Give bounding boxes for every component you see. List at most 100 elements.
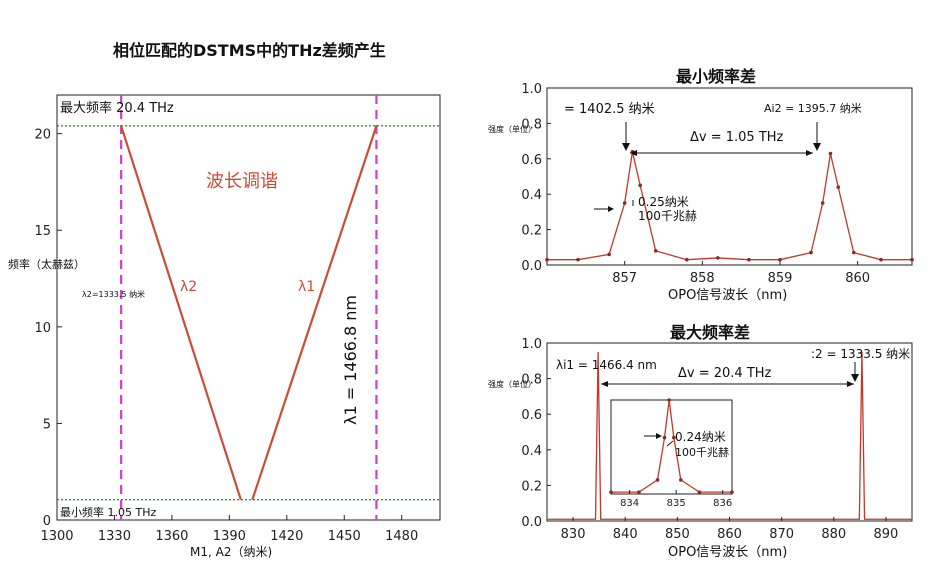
left-chart-title-line1: 相位匹配的DSTMS中的THz差频产生 xyxy=(113,41,386,60)
left-ytick-label: 10 xyxy=(34,321,51,336)
top-ytick-label: 0.6 xyxy=(521,153,542,168)
bottom-right-xlabel: OPO信号波长（nm) xyxy=(668,545,787,560)
inset-data-point xyxy=(662,435,667,440)
inset-data-point xyxy=(667,398,671,402)
lambda2-label: λ2 xyxy=(180,279,197,295)
tuning-label: 波长调谐 xyxy=(206,171,278,192)
bottom-ytick-label: 0.2 xyxy=(521,479,542,494)
bottom-right-chart: 最大频率差 830 840 850 860 870 880 890 0.0 0.2 0.4 0.6 0… xyxy=(488,323,913,560)
top-ytick-label: 0.4 xyxy=(521,188,542,203)
inset-data-point xyxy=(637,490,641,494)
bottom-left-peak-label: λi1 = 1466.4 nm xyxy=(556,358,657,372)
top-spectrum-line xyxy=(547,151,912,261)
top-right-chart: 最小频率差 857 858 859 860 0.0 0.2 0.4 0.6 0.8 1.0 强度（… xyxy=(488,67,914,303)
left-xtick-label: 1360 xyxy=(155,529,188,544)
min-freq-label: 最小频率 1.05 THz xyxy=(60,505,156,519)
bottom-ytick-label: 0.0 xyxy=(521,515,542,530)
left-chart: 相位匹配的DSTMS中的THz差频产生 1300 1330 1360 1390 1420… xyxy=(8,41,441,559)
top-delta-label: Δv = 1.05 THz xyxy=(690,130,784,145)
top-data-point xyxy=(576,257,580,262)
top-data-point xyxy=(622,201,627,205)
top-xtick-label: 859 xyxy=(768,271,793,286)
inset-data-point xyxy=(672,435,676,440)
top-data-point xyxy=(836,185,841,189)
bottom-xtick-label: 850 xyxy=(665,527,690,542)
inset-xtick-label: 835 xyxy=(667,498,686,509)
top-data-point xyxy=(638,183,642,188)
inset-xtick-label: 834 xyxy=(620,498,639,509)
top-data-point xyxy=(684,257,689,262)
top-ytick-label: 0.8 xyxy=(521,117,542,132)
bottom-width-nm-label: 0.24纳米 xyxy=(675,430,726,444)
left-ytick-label: 15 xyxy=(34,224,51,239)
top-right-ylabel: 强度（单位） xyxy=(488,124,536,134)
top-data-point xyxy=(778,257,782,262)
left-plot-frame xyxy=(56,94,441,521)
top-data-point xyxy=(828,151,833,156)
inset-data-point xyxy=(730,490,734,494)
left-ytick-label: 0 xyxy=(43,514,51,529)
left-xtick-label: 1480 xyxy=(385,529,418,544)
bottom-right-ylabel: 强度（单位） xyxy=(488,379,536,389)
top-data-point xyxy=(910,257,914,262)
bottom-width-mhz-label: 100千兆赫 xyxy=(675,446,729,459)
bottom-xtick-label: 890 xyxy=(874,527,899,542)
bottom-ytick-label: 0.8 xyxy=(521,373,542,388)
left-xtick-label: 1300 xyxy=(40,529,73,544)
top-right-title: 最小频率差 xyxy=(676,67,756,86)
inset-data-point xyxy=(679,478,683,482)
bottom-xtick-label: 860 xyxy=(717,527,742,542)
top-xtick-label: 860 xyxy=(845,271,870,286)
inset-data-point xyxy=(655,478,660,482)
left-xtick-label: 1390 xyxy=(213,529,246,544)
left-ytick-label: 5 xyxy=(43,417,51,432)
top-xtick-label: 857 xyxy=(612,271,637,286)
top-data-point xyxy=(851,250,856,255)
top-data-point xyxy=(809,250,813,255)
tuning-curve-lambda1 xyxy=(251,125,378,501)
lambda1-label: λ1 xyxy=(298,279,315,295)
top-width-nm-label: 0.25纳米 xyxy=(638,195,689,209)
top-data-point xyxy=(607,252,611,257)
top-xtick-label: 858 xyxy=(690,271,715,286)
bottom-xtick-label: 880 xyxy=(821,527,846,542)
top-data-point xyxy=(879,257,883,262)
top-data-point xyxy=(653,249,658,253)
bottom-right-peak-label: :2 = 1333.5 纳米 xyxy=(811,347,910,361)
bottom-xtick-label: 830 xyxy=(561,527,586,542)
left-ylabel: 频率（太赫兹） xyxy=(8,257,85,271)
bottom-ytick-label: 1.0 xyxy=(521,337,542,352)
tuning-curve-lambda2 xyxy=(120,125,242,501)
bottom-ytick-label: 0.4 xyxy=(521,444,542,459)
bottom-delta-label: Δv = 20.4 THz xyxy=(678,366,772,381)
small-note-label: λ2=1333.5 纳米 xyxy=(82,289,145,299)
left-ytick-label: 20 xyxy=(34,128,51,143)
inset-data-point xyxy=(609,490,613,494)
left-xtick-label: 1330 xyxy=(98,529,131,544)
top-data-point xyxy=(716,256,720,260)
bottom-right-title: 最大频率差 xyxy=(670,323,750,342)
bottom-xtick-label: 870 xyxy=(769,527,794,542)
bottom-xtick-label: 840 xyxy=(613,527,638,542)
top-annotation-arrows xyxy=(594,122,821,212)
lambda1-value-label: λ1 = 1466.8 nm xyxy=(341,295,360,425)
top-ytick-label: 1.0 xyxy=(521,82,542,97)
top-width-mhz-label: 100千兆赫 xyxy=(638,209,697,223)
top-right-xlabel: OPO信号波长（nm) xyxy=(668,288,787,303)
top-left-peak-label: = 1402.5 纳米 xyxy=(564,102,655,117)
top-data-point xyxy=(820,201,825,205)
inset-xtick-label: 836 xyxy=(713,498,732,509)
top-ytick-label: 0.2 xyxy=(521,224,542,239)
left-xtick-label: 1450 xyxy=(328,529,361,544)
top-data-point xyxy=(545,257,549,262)
bottom-ytick-label: 0.6 xyxy=(521,408,542,423)
bottom-annotation-arrows xyxy=(601,362,859,447)
bottom-spectrum-line xyxy=(547,351,912,520)
left-xtick-label: 1420 xyxy=(270,529,303,544)
top-right-plot-frame xyxy=(546,87,913,266)
top-right-peak-label: Ai2 = 1395.7 纳米 xyxy=(764,102,862,115)
max-freq-label: 最大频率 20.4 THz xyxy=(60,100,174,116)
top-ytick-label: 0.0 xyxy=(521,259,542,274)
inset-data-point xyxy=(697,490,702,494)
